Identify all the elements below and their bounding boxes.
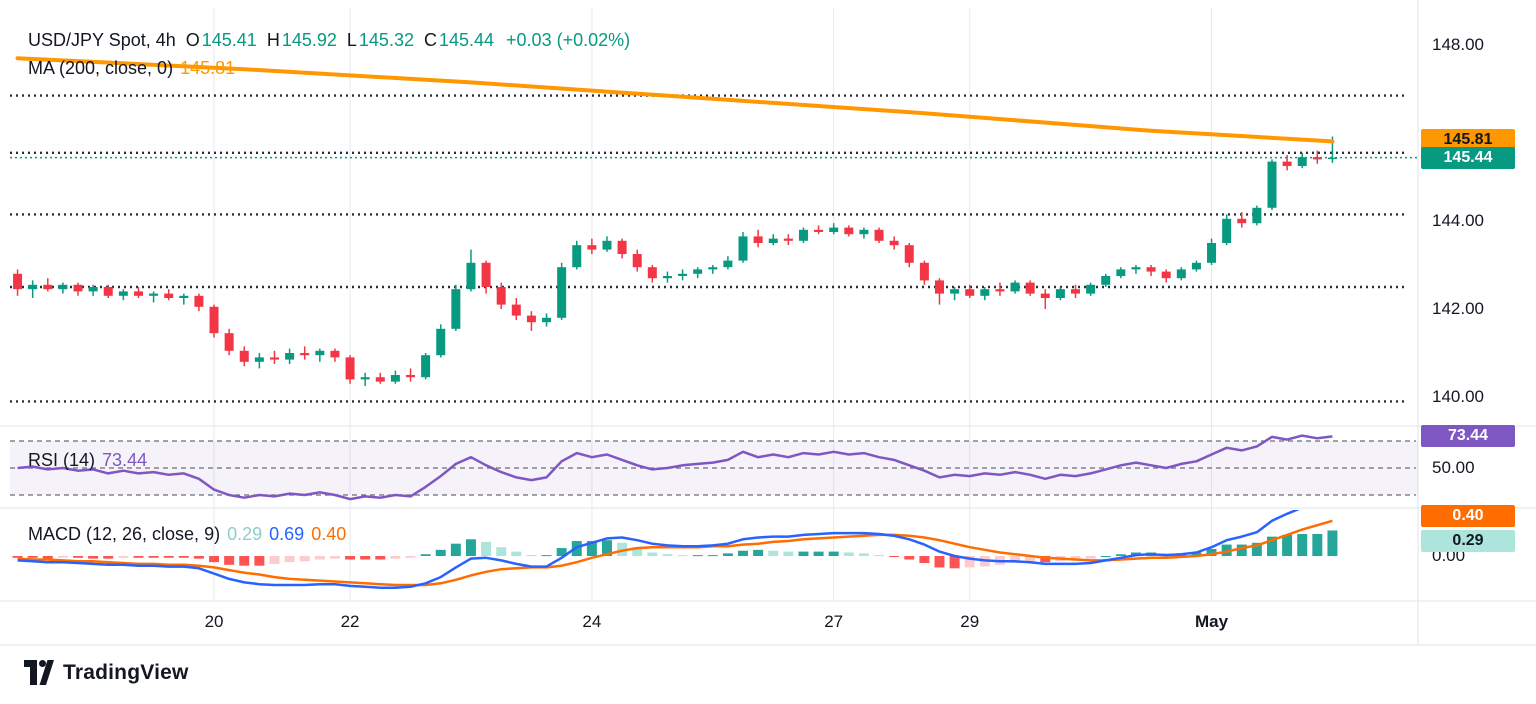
tradingview-logo[interactable]: TradingView <box>24 660 189 686</box>
ohlc-key: L <box>346 30 357 50</box>
price-tick-label: 144.00 <box>1432 211 1484 230</box>
time-tick-label: May <box>1194 612 1229 631</box>
macd-label: MACD (12, 26, close, 9) <box>28 524 221 544</box>
rsi-label: RSI (14) <box>28 450 96 470</box>
rsi-mid-tick: 50.00 <box>1432 458 1475 477</box>
tradingview-brand-text: TradingView <box>63 661 189 684</box>
ohlc-value: 145.41 <box>201 30 257 50</box>
ma-label: MA (200, close, 0) <box>28 58 174 78</box>
price-tick-label: 142.00 <box>1432 299 1484 318</box>
ohlc-key: C <box>423 30 437 50</box>
chart-canvas[interactable] <box>0 0 1536 648</box>
macd-hist-badge: 0.29 <box>1421 530 1515 553</box>
price-tick-label: 140.00 <box>1432 387 1484 406</box>
rsi-value-badge: 73.44 <box>1421 425 1515 448</box>
ma-value: 145.81 <box>180 58 236 78</box>
macd-hist-value: 0.29 <box>227 524 263 544</box>
tradingview-logo-icon <box>24 660 54 685</box>
last-price-badge: 145.44 <box>1421 146 1515 169</box>
rsi-value: 73.44 <box>102 450 148 470</box>
ohlc-value: +0.03 (+0.02%) <box>506 30 631 50</box>
ohlc-value: 145.32 <box>358 30 414 50</box>
price-tick-label: 148.00 <box>1432 35 1484 54</box>
ohlc-key: H <box>266 30 280 50</box>
ohlc-key: O <box>185 30 200 50</box>
macd-line-value: 0.69 <box>269 524 305 544</box>
time-tick-label: 20 <box>204 612 224 631</box>
time-tick-label: 22 <box>340 612 360 631</box>
time-tick-label: 29 <box>960 612 980 631</box>
macd-legend: MACD (12, 26, close, 9) 0.29 0.69 0.40 <box>28 524 346 545</box>
main-legend: USD/JPY Spot, 4h O 145.41 H 145.92 L 145.32 C 14… <box>28 30 630 51</box>
symbol-title[interactable]: USD/JPY Spot, 4h <box>28 30 176 50</box>
macd-signal-badge: 0.40 <box>1421 504 1515 527</box>
ohlc-value: 145.44 <box>438 30 495 50</box>
ohlc-value: 145.92 <box>281 30 337 50</box>
rsi-legend: RSI (14) 73.44 <box>28 450 147 471</box>
ohlc-values: O 145.41 H 145.92 L 145.32 C 145.44 +0.03 (+0.02… <box>176 30 630 50</box>
ma-price-badge: 145.81 <box>1421 129 1515 152</box>
macd-signal-value: 0.40 <box>311 524 347 544</box>
ma-legend: MA (200, close, 0) 145.81 <box>28 58 235 79</box>
time-tick-label: 27 <box>824 612 844 631</box>
time-tick-label: 24 <box>582 612 602 631</box>
